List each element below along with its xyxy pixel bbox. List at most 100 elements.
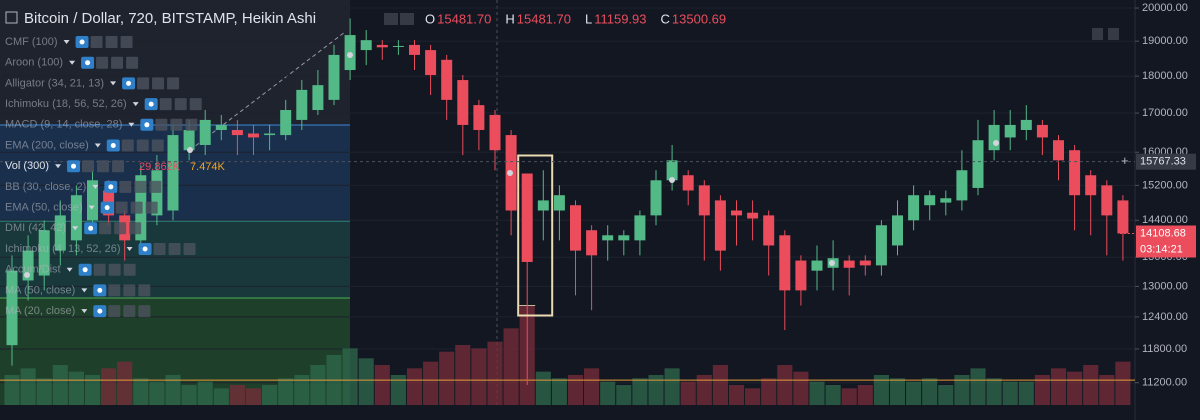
marker-dot: [507, 170, 513, 176]
tool-icon[interactable]: [123, 284, 136, 297]
tool-icon[interactable]: [126, 56, 139, 69]
tool-icon[interactable]: [99, 222, 112, 235]
volume-bar: [245, 388, 262, 405]
eye-pupil: [88, 225, 94, 231]
volume-bar: [455, 345, 471, 405]
volume-bar: [761, 378, 777, 405]
tool-icon[interactable]: [159, 98, 172, 111]
indicator-label: EMA (200, close): [5, 139, 89, 151]
settings-icon[interactable]: [400, 13, 414, 25]
volume-bar: [181, 385, 197, 405]
candle-body: [747, 212, 759, 219]
tool-icon[interactable]: [93, 263, 106, 276]
tool-icon[interactable]: [167, 77, 180, 90]
candle-body: [586, 230, 598, 256]
tool-icon[interactable]: [149, 180, 162, 193]
indicator-label: DMI (42, 42): [5, 222, 66, 234]
tool-icon[interactable]: [170, 118, 183, 131]
ohlc-value: 13500.69: [672, 11, 726, 26]
eye-pupil: [85, 60, 91, 66]
tool-icon[interactable]: [174, 98, 187, 111]
tool-icon[interactable]: [134, 180, 147, 193]
tool-icon[interactable]: [137, 77, 150, 90]
volume-bar: [390, 375, 406, 405]
volume-bar: [841, 388, 857, 405]
indicator-label: CMF (100): [5, 36, 58, 48]
tool-icon[interactable]: [108, 263, 121, 276]
volume-ma-value: 7.474K: [190, 161, 226, 173]
y-tick-label: 12400.00: [1142, 311, 1188, 323]
price-axis: [1135, 0, 1200, 420]
tool-icon[interactable]: [151, 139, 164, 152]
volume-bar: [664, 368, 680, 405]
candle-body: [87, 180, 98, 221]
candle-body: [972, 140, 984, 188]
indicator-label: Aroon (100): [5, 57, 63, 69]
scroll-icon[interactable]: [1092, 28, 1103, 40]
ohlc-key: H: [505, 11, 514, 26]
candle-body: [199, 119, 211, 145]
tool-icon[interactable]: [111, 56, 124, 69]
eye-pupil: [142, 246, 148, 252]
countdown-label: 03:14:21: [1140, 243, 1183, 255]
volume-bar: [793, 371, 809, 405]
candle-body: [602, 235, 614, 241]
eye-pupil: [82, 267, 88, 273]
scroll-icon[interactable]: [1108, 28, 1119, 40]
tool-icon[interactable]: [123, 305, 136, 318]
tool-icon[interactable]: [119, 180, 132, 193]
y-tick-label: 15200.00: [1142, 179, 1188, 191]
volume-bar: [728, 385, 745, 405]
tool-icon[interactable]: [130, 201, 143, 214]
tool-icon[interactable]: [189, 98, 202, 111]
tool-icon[interactable]: [145, 201, 158, 214]
tool-icon[interactable]: [112, 160, 125, 173]
indicator-label: MA (50, close): [5, 284, 75, 296]
eye-pupil: [126, 80, 132, 86]
y-tick-label: 17000.00: [1142, 107, 1188, 119]
legend-header: Bitcoin / Dollar, 720, BITSTAMP, Heikin …: [5, 10, 316, 27]
toolbar-icons: [384, 13, 1119, 40]
tool-icon[interactable]: [108, 284, 121, 297]
indicator-label: Ichimoku (18, 56, 52, 26): [5, 98, 127, 110]
tool-icon[interactable]: [123, 263, 136, 276]
dropdown-arrow: [88, 205, 95, 210]
tool-icon[interactable]: [168, 243, 181, 255]
tool-icon[interactable]: [97, 160, 110, 173]
candle-body: [360, 40, 372, 51]
tool-icon[interactable]: [114, 222, 127, 235]
last-price-label: 14108.68: [1140, 227, 1186, 239]
tool-icon[interactable]: [153, 243, 166, 255]
checkbox-icon[interactable]: [5, 11, 18, 24]
tool-icon[interactable]: [96, 56, 109, 69]
tool-icon[interactable]: [183, 243, 196, 255]
tool-icon[interactable]: [82, 160, 95, 173]
tool-icon[interactable]: [138, 284, 151, 297]
candle-body: [875, 225, 887, 266]
volume-bar: [712, 365, 728, 405]
candle-body: [1069, 150, 1081, 196]
volume-bar: [696, 375, 712, 405]
tool-icon[interactable]: [185, 118, 198, 131]
tool-icon[interactable]: [90, 36, 103, 48]
volume-bar: [970, 368, 986, 405]
y-tick-label: 20000.00: [1142, 2, 1188, 14]
tool-icon[interactable]: [136, 139, 149, 152]
tool-icon[interactable]: [120, 36, 133, 48]
tool-icon[interactable]: [138, 305, 151, 318]
tool-icon[interactable]: [129, 222, 142, 235]
tool-icon[interactable]: [155, 118, 168, 131]
volume-bar: [213, 388, 229, 405]
volume-bar: [84, 375, 101, 405]
volume-bar: [4, 375, 20, 405]
tool-icon[interactable]: [152, 77, 165, 90]
tool-icon[interactable]: [121, 139, 134, 152]
volume-bar: [503, 328, 519, 405]
settings-icon[interactable]: [384, 13, 398, 25]
tool-icon[interactable]: [105, 36, 118, 48]
volume-bar: [584, 368, 600, 405]
tool-icon[interactable]: [108, 305, 121, 318]
tool-icon[interactable]: [115, 201, 128, 214]
candle-body: [1101, 185, 1113, 216]
